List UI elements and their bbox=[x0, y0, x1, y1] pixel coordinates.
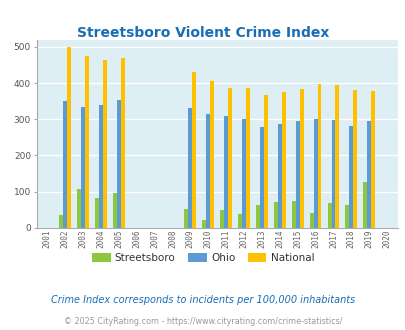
Bar bbox=[259, 127, 263, 228]
Bar bbox=[102, 60, 107, 228]
Bar bbox=[263, 95, 267, 228]
Bar bbox=[335, 85, 339, 228]
Bar bbox=[59, 215, 63, 228]
Bar bbox=[202, 220, 206, 228]
Bar bbox=[313, 119, 317, 228]
Bar bbox=[117, 100, 121, 228]
Bar bbox=[370, 91, 374, 228]
Bar bbox=[299, 89, 303, 228]
Bar bbox=[188, 108, 192, 228]
Bar bbox=[331, 120, 335, 228]
Bar bbox=[224, 116, 228, 228]
Bar bbox=[99, 106, 102, 228]
Bar bbox=[277, 123, 281, 228]
Legend: Streetsboro, Ohio, National: Streetsboro, Ohio, National bbox=[87, 248, 318, 267]
Bar bbox=[206, 114, 210, 228]
Bar bbox=[327, 203, 331, 228]
Bar bbox=[192, 72, 196, 228]
Bar bbox=[228, 88, 232, 228]
Bar bbox=[295, 121, 299, 228]
Bar bbox=[367, 121, 370, 228]
Bar bbox=[281, 92, 285, 228]
Bar bbox=[95, 198, 99, 228]
Text: Crime Index corresponds to incidents per 100,000 inhabitants: Crime Index corresponds to incidents per… bbox=[51, 295, 354, 305]
Bar bbox=[256, 205, 259, 228]
Bar bbox=[63, 101, 67, 228]
Bar bbox=[273, 202, 277, 228]
Bar bbox=[345, 205, 349, 228]
Bar bbox=[121, 58, 124, 228]
Bar bbox=[81, 107, 85, 228]
Bar bbox=[241, 119, 245, 228]
Bar bbox=[67, 47, 71, 228]
Bar bbox=[184, 209, 188, 228]
Text: © 2025 CityRating.com - https://www.cityrating.com/crime-statistics/: © 2025 CityRating.com - https://www.city… bbox=[64, 317, 341, 326]
Bar bbox=[238, 214, 241, 228]
Bar bbox=[245, 88, 249, 228]
Bar bbox=[362, 182, 367, 228]
Bar bbox=[352, 90, 356, 228]
Bar bbox=[317, 84, 321, 228]
Text: Streetsboro Violent Crime Index: Streetsboro Violent Crime Index bbox=[77, 26, 328, 40]
Bar bbox=[220, 210, 224, 228]
Bar bbox=[210, 81, 214, 228]
Bar bbox=[291, 201, 295, 228]
Bar bbox=[349, 126, 352, 228]
Bar bbox=[113, 193, 117, 228]
Bar bbox=[77, 189, 81, 228]
Bar bbox=[309, 213, 313, 228]
Bar bbox=[85, 55, 89, 228]
